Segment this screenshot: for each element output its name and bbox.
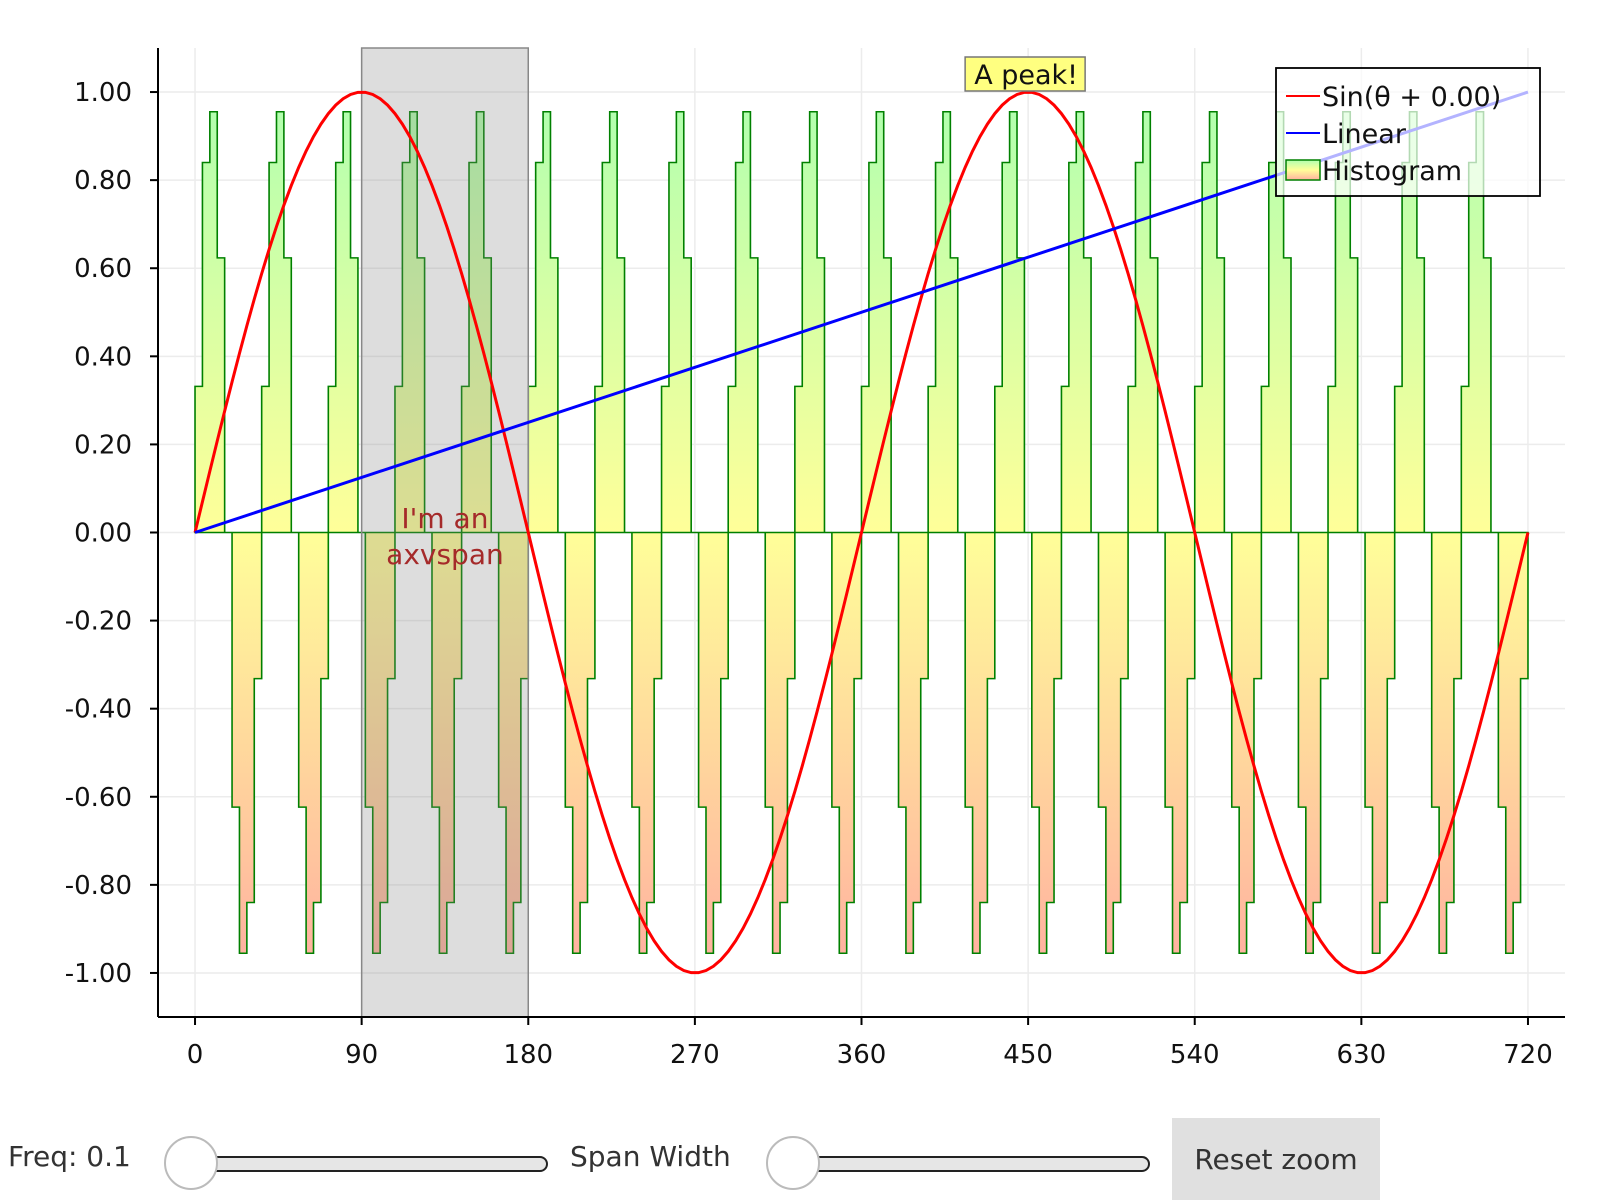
axvspan-rect	[360, 47, 530, 1018]
x-tick-label: 450	[1003, 1040, 1053, 1070]
annotation-box	[964, 56, 1086, 92]
x-tick-label: 360	[837, 1040, 887, 1070]
axvspan-label: I'm an	[401, 502, 488, 535]
reset-zoom-button[interactable]: Reset zoom	[1172, 1118, 1380, 1200]
x-tick-label: 720	[1503, 1040, 1553, 1070]
sin-line	[193, 90, 1530, 975]
span-width-slider-track[interactable]	[770, 1156, 1150, 1172]
legend-label: Sin(θ + 0.00)	[1322, 82, 1501, 113]
y-tick-label: -0.60	[65, 783, 132, 813]
y-tick-label: 0.00	[74, 519, 132, 549]
freq-slider-track[interactable]	[168, 1156, 548, 1172]
y-tick-label: 0.40	[74, 342, 132, 372]
freq-label: Freq: 0.1	[8, 1140, 131, 1173]
x-tick-label: 270	[670, 1040, 720, 1070]
legend-label: Histogram	[1322, 156, 1462, 187]
x-tick-label: 540	[1170, 1040, 1220, 1070]
y-tick-label: -0.40	[65, 695, 132, 725]
span-width-label: Span Width	[570, 1140, 731, 1173]
y-tick-label: 1.00	[74, 78, 132, 108]
peak-annotation: A peak!	[964, 56, 1086, 92]
y-tick-label: 0.20	[74, 430, 132, 460]
y-tick-label: -1.00	[65, 959, 132, 989]
annotation-text: A peak!	[974, 60, 1078, 91]
span-width-slider-knob[interactable]	[766, 1136, 820, 1190]
x-tick-label: 630	[1337, 1040, 1387, 1070]
legend-swatch	[1285, 159, 1321, 181]
x-tick-label: 90	[345, 1040, 378, 1070]
y-tick-label: -0.20	[65, 607, 132, 637]
y-tick-label: 0.60	[74, 254, 132, 284]
x-tick-label: 0	[187, 1040, 204, 1070]
freq-slider-knob[interactable]	[164, 1136, 218, 1190]
y-tick-label: 0.80	[74, 166, 132, 196]
legend: Sin(θ + 0.00) Linear Histogram	[1275, 67, 1541, 197]
axvspan-label: axvspan	[386, 538, 504, 571]
tick-labels: 0 90 180 270 360 450 540 630 720 1.00 0.80 0.60 0.40…	[65, 78, 1553, 1070]
y-tick-label: -0.80	[65, 871, 132, 901]
x-tick-label: 180	[503, 1040, 553, 1070]
legend-label: Linear	[1322, 119, 1407, 150]
